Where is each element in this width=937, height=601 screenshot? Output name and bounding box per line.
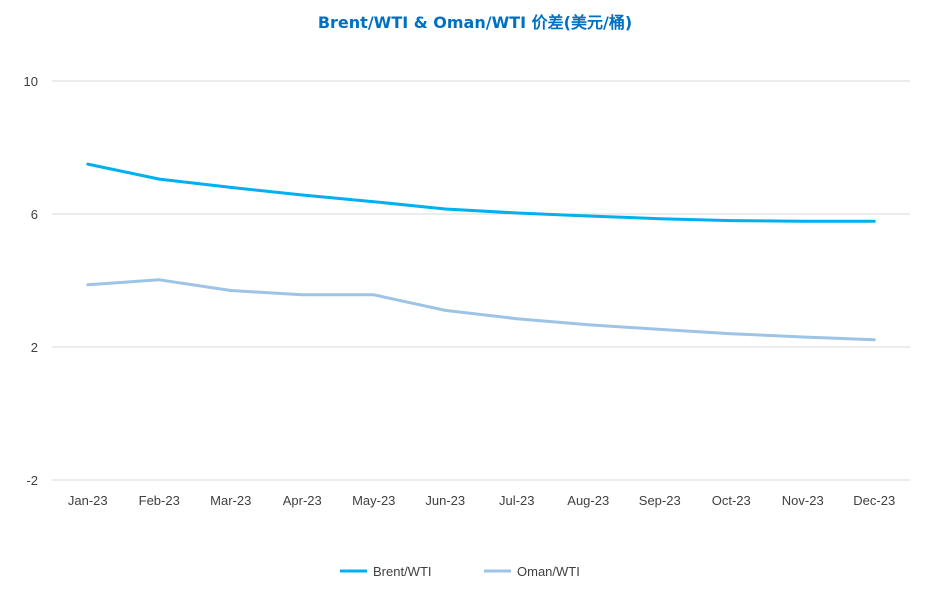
y-tick-label: 2 [31, 340, 38, 355]
legend: Brent/WTI Oman/WTI [340, 564, 580, 579]
x-tick-label: Oct-23 [712, 493, 751, 508]
x-tick-label: Nov-23 [782, 493, 824, 508]
x-tick-label: May-23 [352, 493, 395, 508]
legend-label: Brent/WTI [373, 564, 432, 579]
series-line-oman-wti [86, 278, 876, 342]
y-tick-label: 6 [31, 207, 38, 222]
x-tick-label: Mar-23 [210, 493, 251, 508]
legend-label: Oman/WTI [517, 564, 580, 579]
x-tick-label: Jun-23 [425, 493, 465, 508]
y-tick-label: -2 [26, 473, 38, 488]
x-tick-label: Aug-23 [567, 493, 609, 508]
x-tick-label: Feb-23 [139, 493, 180, 508]
y-axis-ticks: -2 2 6 10 [24, 74, 38, 488]
x-tick-label: Sep-23 [639, 493, 681, 508]
x-tick-label: Apr-23 [283, 493, 322, 508]
series-line-brent-wti [86, 162, 876, 223]
y-tick-label: 10 [24, 74, 38, 89]
x-axis-ticks: Jan-23 Feb-23 Mar-23 Apr-23 May-23 Jun-23 Jul-… [68, 493, 895, 508]
gridlines [52, 80, 910, 481]
x-tick-label: Jan-23 [68, 493, 108, 508]
series-lines [86, 162, 876, 342]
chart-title: Brent/WTI & Oman/WTI 价差(美元/桶) [318, 13, 632, 32]
x-tick-label: Jul-23 [499, 493, 534, 508]
x-tick-label: Dec-23 [853, 493, 895, 508]
